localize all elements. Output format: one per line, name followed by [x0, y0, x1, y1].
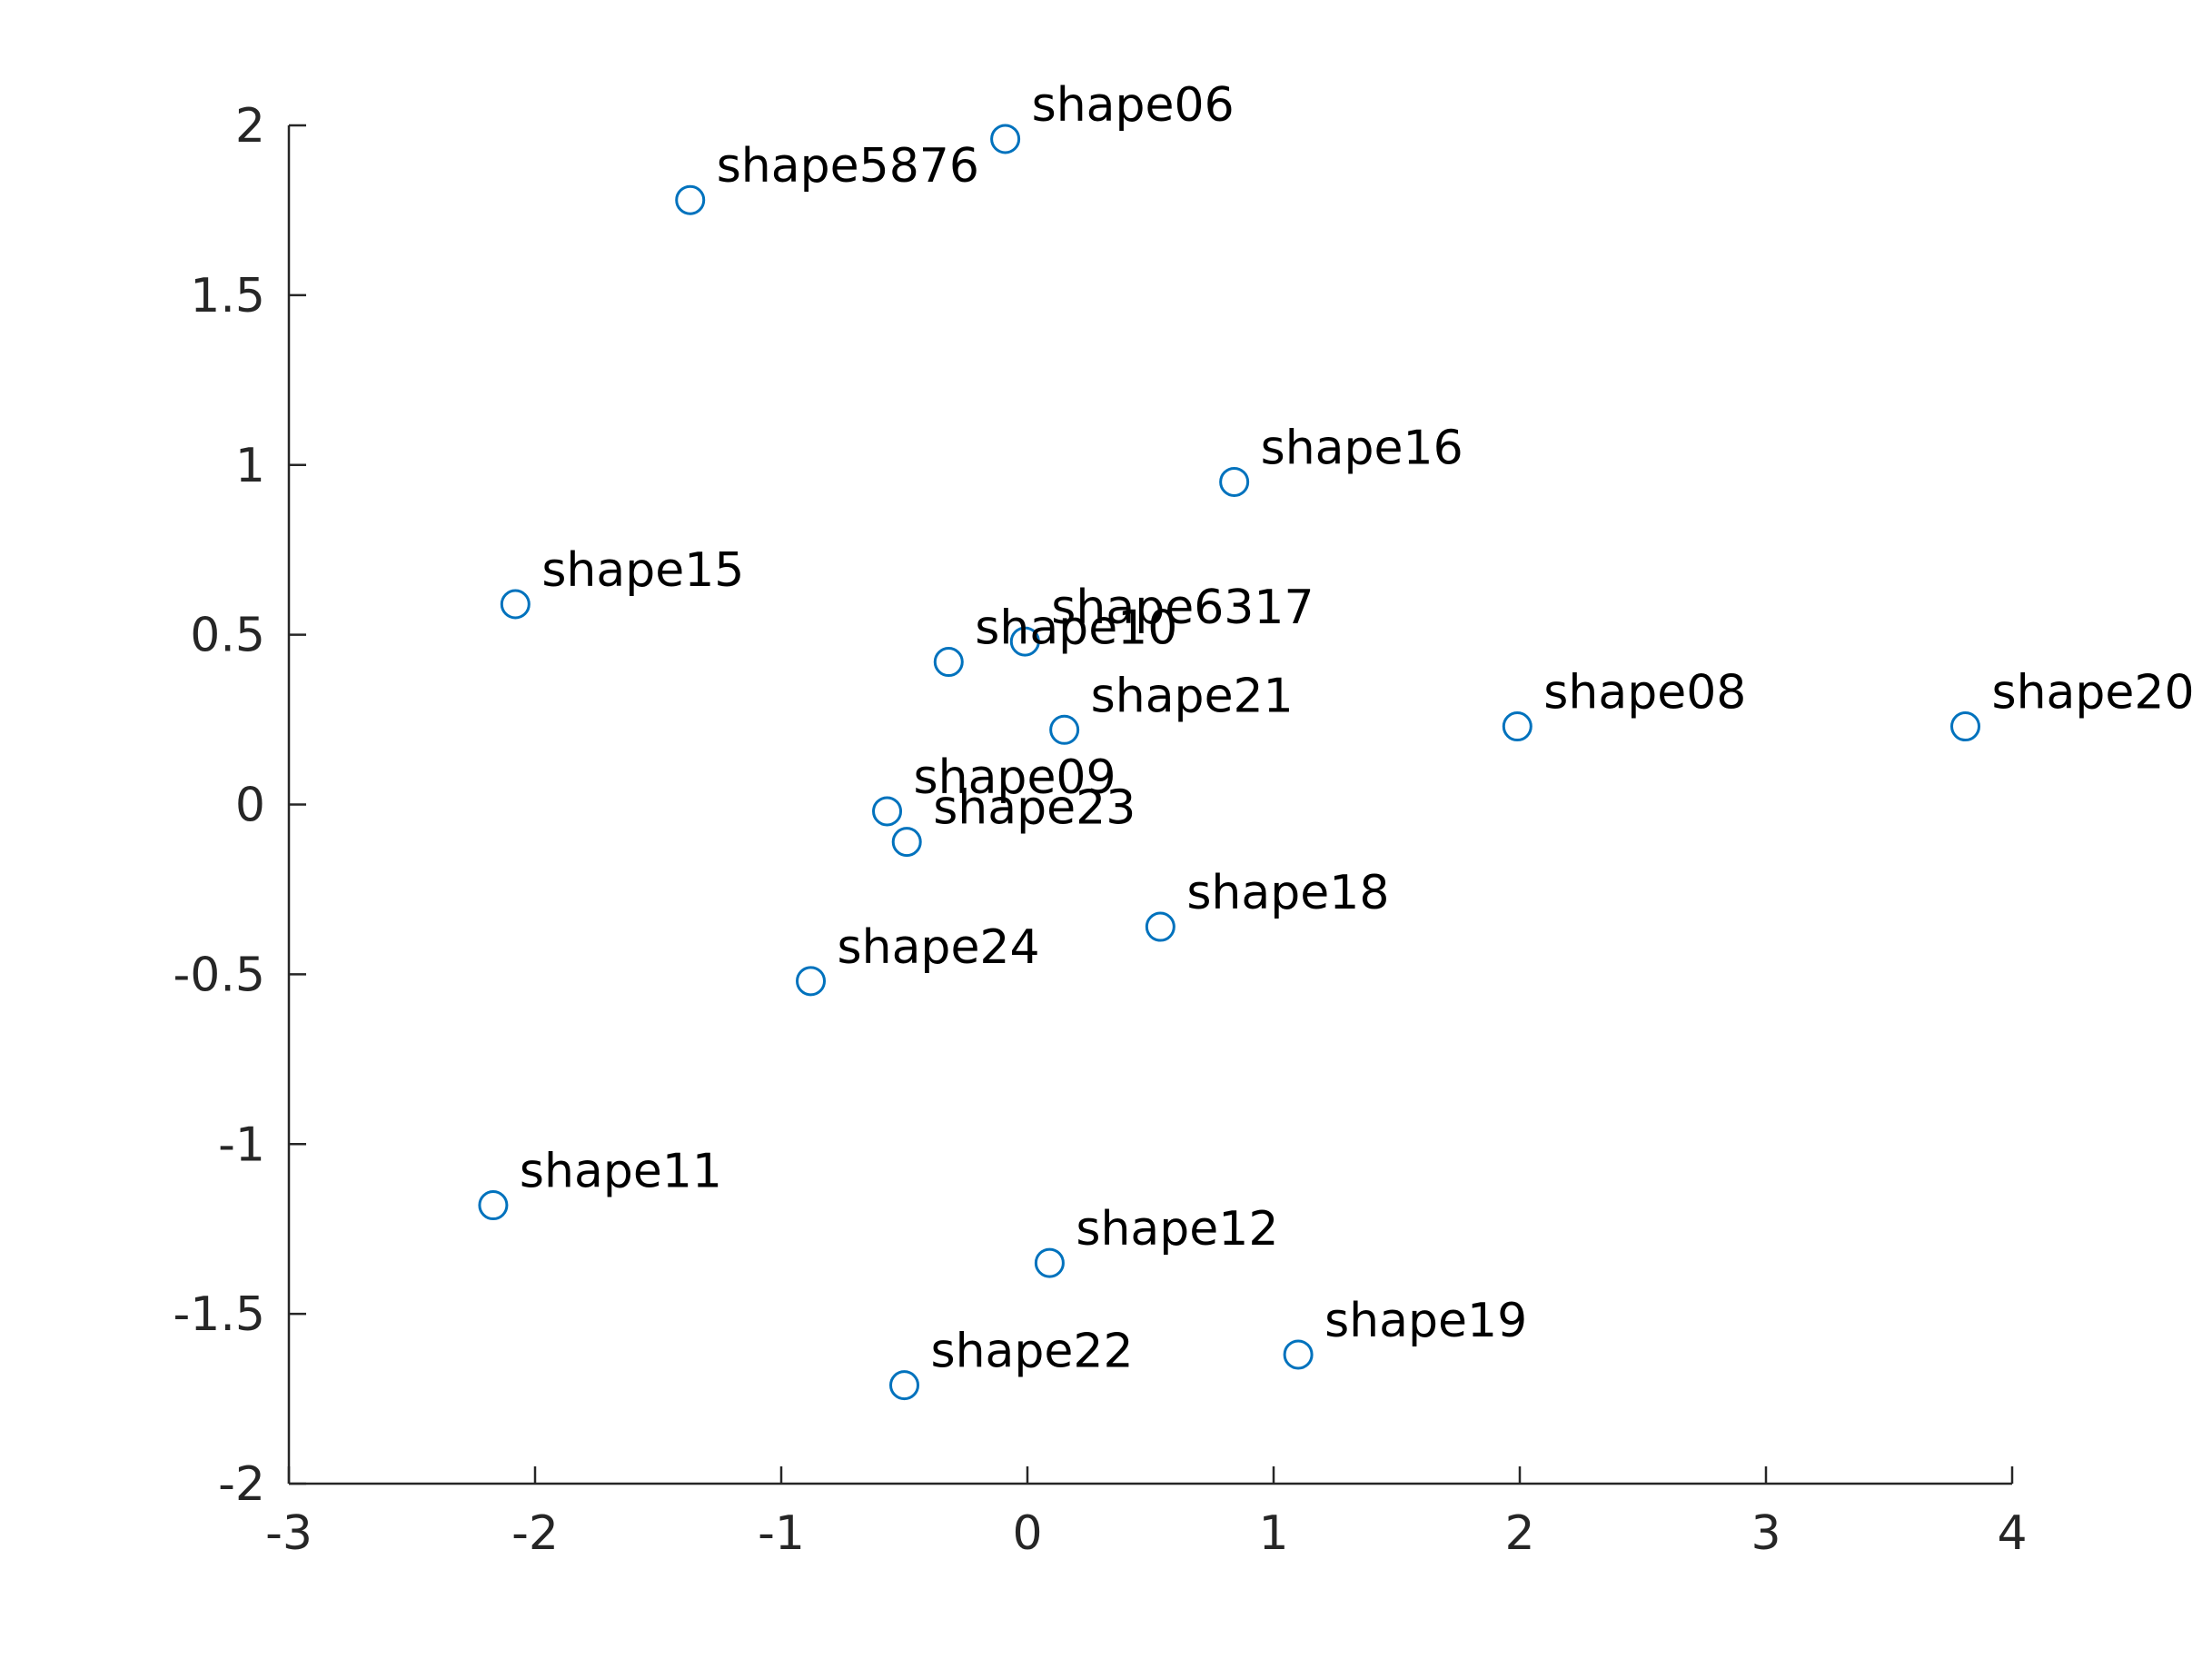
x-tick-label: 0: [1012, 1506, 1042, 1561]
data-point-label: shape6317: [1051, 581, 1314, 635]
data-point-label: shape06: [1032, 78, 1235, 133]
data-point: [1219, 466, 1250, 497]
y-tick-label: -2: [218, 1457, 265, 1512]
data-point-label: shape16: [1261, 421, 1463, 475]
data-point: [872, 796, 903, 827]
x-tick-label: 2: [1504, 1506, 1534, 1561]
y-tick-label: 1: [235, 439, 265, 493]
data-point-label: shape22: [931, 1325, 1134, 1379]
data-point-label: shape09: [914, 750, 1116, 805]
data-point: [1049, 714, 1080, 745]
x-tick-label: -1: [758, 1506, 805, 1561]
y-tick-label: 0: [235, 779, 265, 833]
data-point: [796, 966, 827, 997]
y-ticks: 2 1.5 1 0.5 0 -0.5 -1 -1.5 -2: [174, 99, 306, 1512]
data-point: [1950, 711, 1981, 742]
data-point-label: shape08: [1543, 666, 1746, 720]
y-tick-label: -1: [218, 1118, 265, 1172]
data-point: [891, 827, 922, 858]
data-point: [889, 1370, 919, 1401]
data-point-label: shape11: [520, 1145, 722, 1199]
data-point-label: shape19: [1324, 1294, 1527, 1348]
data-point: [990, 124, 1021, 154]
y-tick-label: 1.5: [190, 269, 265, 323]
data-point: [1145, 911, 1175, 942]
data-point: [500, 589, 531, 620]
data-point: [933, 647, 964, 678]
data-point: [1502, 711, 1533, 742]
data-point-label: shape15: [541, 543, 744, 598]
y-tick-label: 0.5: [190, 609, 265, 663]
y-tick-label: -0.5: [174, 948, 265, 1002]
data-points: [478, 124, 1981, 1401]
axes: [287, 125, 2012, 1485]
x-tick-label: 1: [1258, 1506, 1288, 1561]
data-point-label: shape10: [975, 601, 1177, 656]
data-point: [1283, 1339, 1314, 1370]
data-point: [1034, 1247, 1065, 1278]
data-point: [478, 1190, 509, 1221]
x-tick-label: 4: [1997, 1506, 2027, 1561]
data-point-label: shape12: [1076, 1202, 1278, 1257]
y-tick-label: 2: [235, 99, 265, 154]
data-point-label: shape21: [1091, 669, 1294, 723]
x-tick-label: -3: [265, 1506, 312, 1561]
data-point-label: shape20: [1992, 666, 2195, 720]
x-tick-label: -2: [511, 1506, 559, 1561]
data-point-label: shape18: [1186, 866, 1389, 920]
x-ticks: -3 -2 -1 0 1 2 3 4: [265, 1466, 2028, 1561]
data-point: [675, 184, 706, 215]
x-tick-label: 3: [1751, 1506, 1781, 1561]
data-point-label: shape24: [838, 920, 1040, 975]
data-point: [1009, 626, 1040, 657]
data-point-labels: shape06shape5876shape16shape15shape6317s…: [520, 78, 2195, 1379]
data-point-label: shape23: [933, 781, 1136, 836]
data-point-label: shape5876: [717, 139, 979, 194]
y-tick-label: -1.5: [174, 1287, 265, 1342]
